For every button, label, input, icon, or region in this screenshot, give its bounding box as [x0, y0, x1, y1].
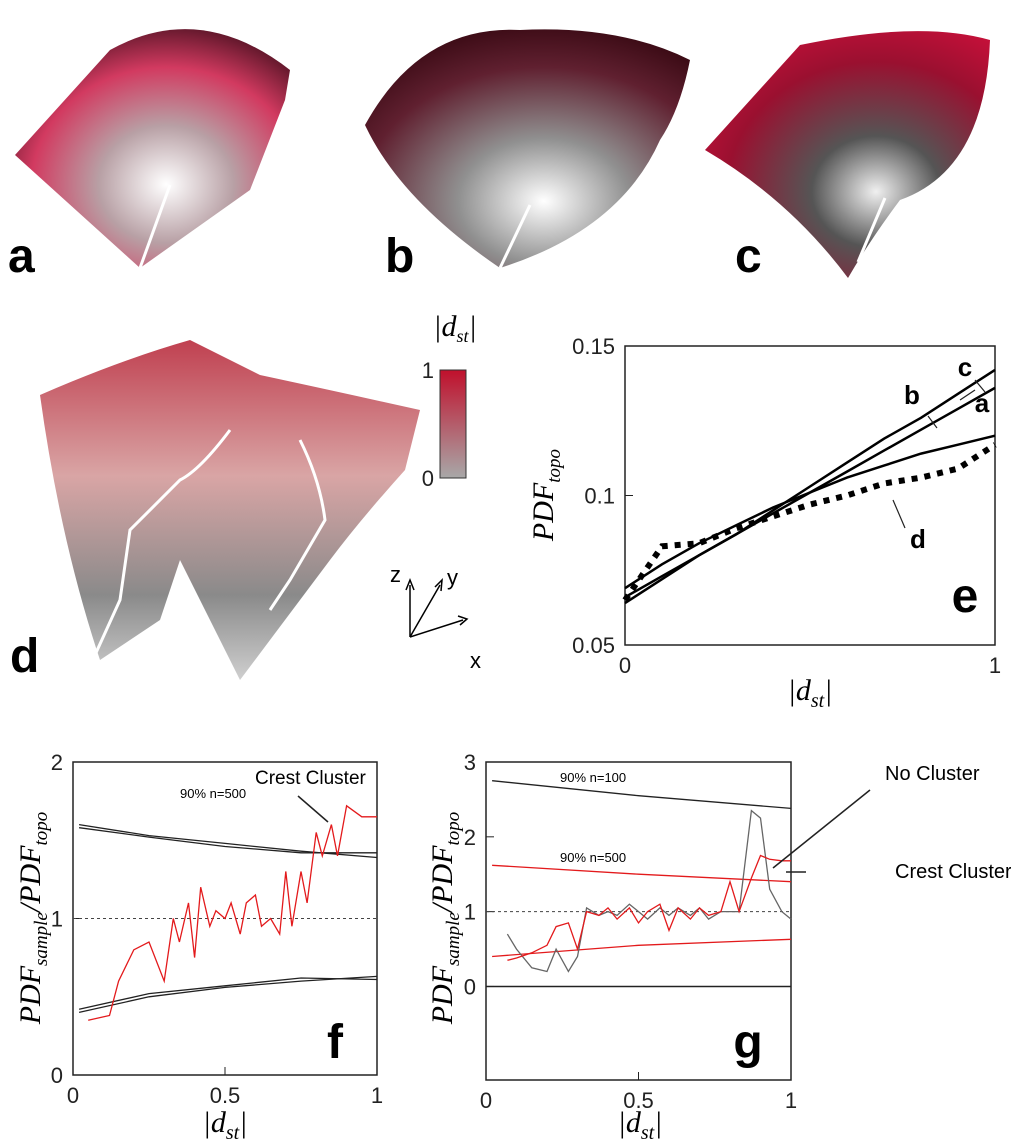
y-tick-label: 1 [51, 907, 63, 932]
x-tick-label: 0 [480, 1088, 492, 1113]
label-part: st [456, 326, 469, 346]
series-line [507, 854, 791, 961]
annotation: No Cluster [885, 763, 980, 785]
x-tick-label: 0 [67, 1083, 79, 1108]
y-tick-label: 1 [464, 900, 476, 925]
label-part: st [641, 1122, 655, 1140]
label-part: topo [443, 812, 464, 846]
x-tick-label: 1 [989, 653, 1001, 678]
x-tick-label: 1 [371, 1083, 383, 1108]
label-part: | [824, 674, 832, 707]
series-label: c [958, 352, 972, 382]
y-tick-label: 0.15 [572, 334, 615, 359]
panel-label: e [952, 570, 979, 623]
series-line [88, 804, 377, 1021]
axis-name: x [470, 648, 481, 673]
label-part: |d [203, 1106, 227, 1139]
label-part: topo [31, 812, 52, 846]
panel-label: d [10, 630, 39, 683]
illustration-d [40, 340, 420, 680]
axis-label: PDFsample/PDFtopo [426, 812, 464, 1026]
series-line [624, 368, 996, 605]
annotation: 90% n=500 [560, 850, 626, 865]
axis-label: |dst| [788, 674, 833, 712]
x-tick-label: 1 [785, 1088, 797, 1113]
leader-line [297, 795, 329, 823]
plot-frame [624, 345, 996, 646]
illustration-a [15, 29, 290, 269]
series-line [492, 938, 792, 958]
label-part: |d [618, 1106, 642, 1139]
series-line [78, 977, 378, 1010]
x-tick-label: 0.5 [623, 1088, 654, 1113]
leader-line [772, 789, 871, 869]
label-part: /PDF [14, 845, 47, 914]
panel-label: f [327, 1016, 344, 1069]
axes-triad [405, 577, 469, 638]
axis-label: |dst| [618, 1106, 663, 1140]
label-part: st [811, 690, 825, 712]
colorbar-tick-label: 0 [422, 466, 434, 491]
label-part: topo [544, 449, 565, 483]
axis-name: z [390, 562, 401, 587]
label-part: |d [788, 674, 812, 707]
series-label: a [975, 388, 990, 418]
illustration-b [365, 29, 690, 269]
y-tick-label: 0 [51, 1063, 63, 1088]
y-tick-label: 2 [51, 750, 63, 775]
annotation: 90% n=100 [560, 770, 626, 785]
panel-label: b [385, 230, 414, 283]
axis-label: PDFsample/PDFtopo [14, 812, 52, 1026]
x-tick-label: 0 [619, 653, 631, 678]
annotation: 90% n=500 [180, 786, 246, 801]
y-tick-label: 0.05 [572, 633, 615, 658]
leader-line [974, 379, 986, 393]
axis-label: |dst| [203, 1106, 248, 1140]
y-tick-label: 2 [464, 825, 476, 850]
leader-line [927, 415, 938, 429]
colorbar [439, 369, 467, 479]
axis-name: y [447, 565, 458, 590]
series-line [506, 809, 792, 973]
colorbar-tick-label: 1 [422, 358, 434, 383]
series-line [492, 780, 792, 810]
annotation: Crest Cluster [895, 861, 1011, 883]
series-line [624, 434, 996, 590]
y-tick-label: 0.1 [584, 484, 615, 509]
series-line [492, 864, 792, 883]
label-part: PDF [14, 965, 47, 1025]
label-part: st [226, 1122, 240, 1140]
illustration-c [705, 31, 990, 278]
label-part: PDF [527, 482, 560, 542]
panel-label: a [8, 230, 35, 283]
series-label: b [904, 380, 920, 410]
label-part: |d [433, 310, 457, 343]
label-part: sample [31, 912, 52, 966]
panel-label: c [735, 230, 762, 283]
label-part: sample [443, 912, 464, 966]
colorbar-title: |dst| [433, 310, 477, 346]
label-part: PDF [426, 965, 459, 1025]
panel-label: g [733, 1016, 762, 1069]
x-tick-label: 0.5 [210, 1083, 241, 1108]
axis-label: PDFtopo [527, 449, 565, 542]
label-part: | [654, 1106, 662, 1139]
leader-line [959, 389, 976, 401]
series-label: d [910, 524, 926, 554]
annotation: Crest Cluster [255, 768, 367, 789]
series-line [78, 975, 378, 1014]
series-line [79, 827, 377, 854]
label-part: | [469, 310, 477, 343]
label-part: /PDF [426, 845, 459, 914]
series-line [622, 442, 997, 602]
y-tick-label: 0 [464, 974, 476, 999]
y-tick-label: 3 [464, 750, 476, 775]
leader-line [892, 499, 906, 529]
label-part: | [239, 1106, 247, 1139]
